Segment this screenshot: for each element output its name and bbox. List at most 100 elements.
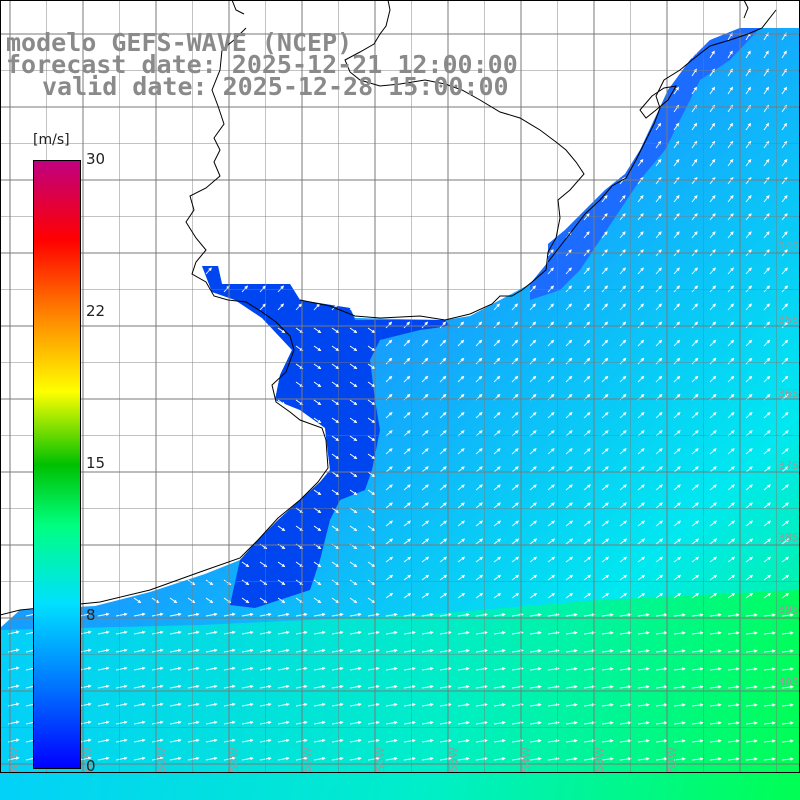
- wind-arrow: [745, 484, 753, 491]
- wind-arrow: [97, 756, 110, 761]
- wind-arrow: [637, 158, 644, 167]
- wind-arrow: [439, 592, 448, 599]
- wind-arrow: [439, 375, 447, 383]
- wind-arrow: [673, 375, 681, 383]
- wind-arrow: [547, 703, 560, 707]
- wind-arrow: [583, 667, 596, 671]
- wind-arrow: [547, 739, 560, 743]
- lon-label: 57W: [301, 747, 314, 772]
- wind-arrow: [529, 502, 537, 509]
- wind-arrow: [691, 375, 699, 383]
- wind-arrow: [781, 375, 789, 383]
- wind-arrow: [457, 592, 466, 599]
- wind-arrow: [547, 757, 560, 761]
- wind-arrow: [187, 702, 200, 707]
- wind-arrow: [745, 685, 758, 689]
- wind-arrow: [763, 158, 770, 167]
- wind-arrow: [313, 666, 326, 671]
- wind-arrow: [727, 86, 734, 95]
- wind-arrow: [727, 484, 735, 491]
- wind-arrow: [259, 738, 272, 743]
- wind-arrow: [295, 738, 308, 743]
- wind-arrow: [97, 702, 110, 707]
- wind-arrow: [763, 86, 770, 95]
- colorbar-tick: 8: [86, 606, 96, 624]
- wind-arrow: [655, 685, 668, 689]
- wind-arrow: [763, 176, 770, 185]
- wind-arrow: [493, 649, 506, 653]
- wind-arrow: [187, 666, 200, 671]
- wind-arrow: [331, 327, 340, 334]
- wind-arrow: [403, 430, 411, 437]
- wind-arrow: [583, 685, 596, 689]
- wind-arrow: [727, 538, 736, 545]
- wind-arrow: [763, 140, 770, 149]
- wind-arrow: [331, 363, 340, 370]
- wind-arrow: [331, 303, 339, 311]
- wind-arrow: [547, 667, 560, 671]
- wind-arrow: [331, 345, 340, 352]
- wind-arrow: [637, 703, 650, 707]
- wind-arrow: [349, 720, 362, 725]
- wind-arrow: [673, 122, 680, 131]
- wind-arrow: [421, 666, 434, 671]
- wind-arrow: [241, 648, 254, 653]
- wind-arrow: [781, 176, 788, 185]
- wind-arrow: [781, 757, 794, 761]
- wind-arrow: [763, 430, 771, 437]
- wind-arrow: [475, 484, 483, 491]
- wind-arrow: [745, 631, 758, 635]
- wind-arrow: [187, 648, 200, 653]
- wind-arrow: [601, 484, 609, 491]
- lon-label: 59W: [155, 747, 168, 772]
- wind-arrow: [385, 574, 394, 581]
- wind-arrow: [745, 357, 753, 365]
- wind-arrow: [475, 357, 483, 365]
- wind-arrow: [619, 484, 627, 491]
- wind-arrow: [763, 213, 770, 221]
- wind-arrow: [529, 649, 542, 653]
- wind-arrow: [673, 721, 686, 725]
- wind-arrow: [583, 721, 596, 725]
- wind-arrow: [565, 502, 573, 509]
- wind-arrow: [709, 357, 717, 365]
- wind-arrow: [673, 158, 680, 167]
- wind-arrow: [385, 612, 398, 617]
- wind-arrow: [763, 303, 771, 311]
- wind-arrow: [475, 520, 484, 527]
- wind-arrow: [583, 631, 596, 635]
- wind-arrow: [511, 339, 519, 347]
- wind-arrow: [727, 375, 735, 383]
- wind-arrow: [727, 122, 734, 131]
- wind-arrow: [727, 739, 740, 743]
- wind-arrow: [331, 666, 344, 671]
- wind-arrow: [205, 579, 214, 586]
- wind-arrow: [421, 538, 430, 545]
- wind-arrow: [691, 739, 704, 743]
- wind-arrow: [637, 667, 650, 671]
- wind-arrow: [655, 538, 664, 545]
- wind-arrow: [349, 345, 358, 352]
- wind-arrow: [745, 140, 752, 149]
- wind-arrow: [745, 50, 751, 59]
- wind-arrow: [583, 502, 591, 509]
- wind-arrow: [745, 703, 758, 707]
- colorbar: [33, 160, 81, 769]
- wind-arrows: [7, 32, 794, 761]
- wind-arrow: [673, 556, 682, 563]
- wind-arrow: [781, 267, 788, 275]
- wind-arrow: [709, 86, 716, 95]
- wind-arrow: [439, 502, 447, 509]
- wind-arrow: [709, 285, 717, 293]
- wind-arrow: [421, 738, 434, 743]
- wind-arrow: [241, 285, 249, 293]
- wind-arrow: [493, 502, 501, 509]
- wind-arrow: [205, 630, 218, 635]
- wind-arrow: [529, 484, 537, 491]
- wind-arrow: [619, 520, 628, 527]
- wind-arrow: [457, 649, 470, 653]
- wind-arrow: [115, 666, 128, 671]
- wind-arrow: [547, 303, 555, 311]
- wind-arrow: [493, 448, 501, 455]
- wind-arrow: [511, 502, 519, 509]
